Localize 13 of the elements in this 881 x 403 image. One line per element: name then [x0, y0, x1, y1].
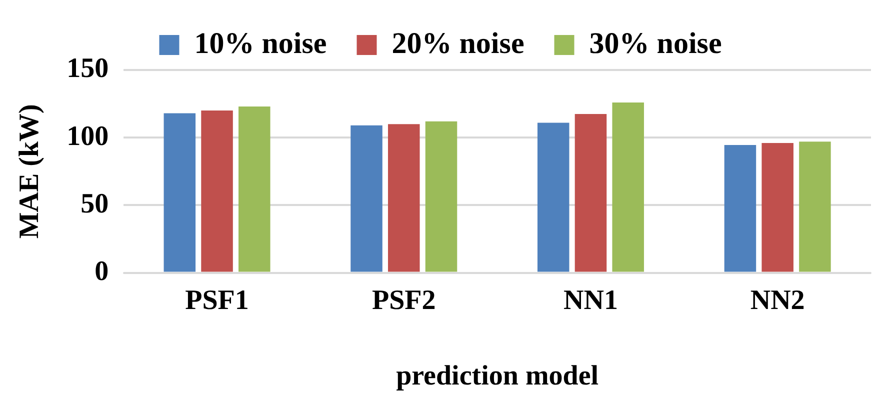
x-tick-label: NN2 — [750, 284, 805, 316]
legend-label: 10% noise — [194, 26, 327, 60]
y-tick-label: 0 — [94, 256, 109, 288]
x-axis-title: prediction model — [396, 360, 599, 392]
y-axis-title: MAE (kW) — [14, 104, 46, 239]
x-tick-label: PSF1 — [185, 284, 249, 316]
legend-label: 30% noise — [589, 26, 722, 60]
x-tick-label: PSF2 — [372, 284, 436, 316]
legend-label: 20% noise — [392, 26, 524, 60]
y-tick-label: 100 — [66, 120, 109, 152]
y-tick-label: 50 — [80, 188, 109, 220]
x-tick-label: NN1 — [564, 284, 618, 316]
y-tick-label: 150 — [66, 53, 109, 84]
